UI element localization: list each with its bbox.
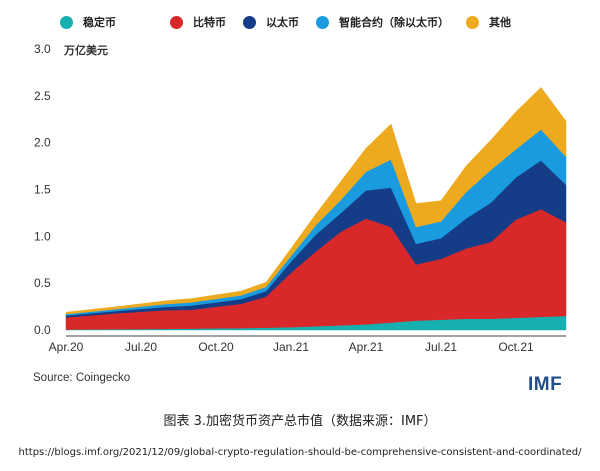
y-tick-label: 0.5 <box>34 276 51 290</box>
legend-swatch <box>170 15 183 29</box>
legend-item: 智能合约（除以太币） <box>316 14 449 30</box>
y-tick-label: 3.0 <box>34 42 51 56</box>
source-note: Source: Coingecko <box>33 372 131 384</box>
x-tick-label: Jan.21 <box>273 340 309 354</box>
source-url: https://blogs.imf.org/2021/12/09/global-… <box>18 447 582 458</box>
y-axis-ticks: 0.0 0.5 1.0 1.5 2.0 2.5 3.0 <box>34 42 51 337</box>
y-axis-unit: 万亿美元 <box>63 43 108 57</box>
legend-label: 比特币 <box>193 16 226 29</box>
x-tick-label: Apr.20 <box>49 340 84 354</box>
stacked-area-chart: 万亿美元 0.0 0.5 1.0 1.5 2.0 2.5 3.0 Apr.20 Jul.20 O… <box>34 42 567 354</box>
area-layers <box>65 87 567 331</box>
figure-caption: 图表 3.加密货币资产总市值（数据来源：IMF） <box>163 414 437 429</box>
legend-swatch <box>466 15 479 29</box>
x-axis-ticks: Apr.20 Jul.20 Oct.20 Jan.21 Apr.21 Jul.21 Oct.… <box>49 340 534 354</box>
legend-item: 稳定币 <box>60 14 116 30</box>
chart-legend: 稳定币 比特币 以太币 智能合约（除以太币） 其他 <box>60 10 580 34</box>
y-tick-label: 1.5 <box>34 183 51 197</box>
y-tick-label: 2.0 <box>34 136 51 150</box>
legend-label: 稳定币 <box>83 16 116 29</box>
imf-logo: IMF <box>528 374 563 395</box>
legend-label: 以太币 <box>266 16 299 29</box>
legend-item: 其他 <box>466 14 511 30</box>
y-tick-label: 2.5 <box>34 89 51 103</box>
x-tick-label: Oct.21 <box>498 340 534 354</box>
x-tick-label: Apr.21 <box>349 340 384 354</box>
legend-swatch <box>243 15 256 29</box>
legend-item: 比特币 <box>170 14 226 30</box>
legend-swatch <box>316 15 329 29</box>
x-tick-label: Oct.20 <box>198 340 234 354</box>
legend-item: 以太币 <box>243 14 299 30</box>
y-tick-label: 1.0 <box>34 229 51 243</box>
legend-swatch <box>60 15 73 29</box>
legend-label: 智能合约（除以太币） <box>339 16 449 29</box>
y-tick-label: 0.0 <box>34 323 51 337</box>
legend-label: 其他 <box>489 16 511 29</box>
area-series <box>65 87 567 315</box>
x-tick-label: Jul.21 <box>425 340 457 354</box>
x-tick-label: Jul.20 <box>125 340 157 354</box>
